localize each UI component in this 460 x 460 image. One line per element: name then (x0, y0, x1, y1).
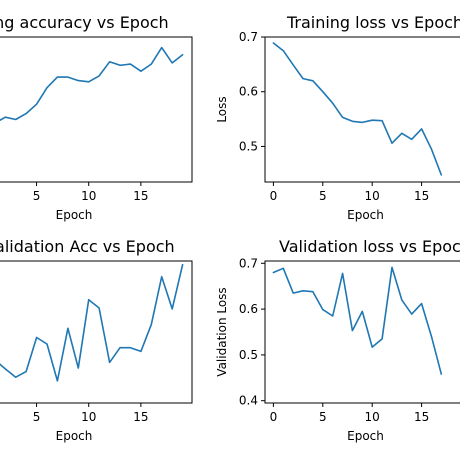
y-tick-label: 0.6 (239, 85, 258, 99)
training-accuracy-chart: 5 10 15 Training accuracy vs Epoch Epoch (0, 13, 193, 222)
x-tick-label: 15 (133, 189, 148, 203)
axes-frame (0, 36, 193, 183)
x-tick-label: 0 (270, 410, 278, 424)
x-tick-label: 5 (33, 189, 41, 203)
y-tick-label: 0.7 (239, 256, 258, 270)
training-loss-chart: 0 5 10 15 0.5 0.6 0.7 Training loss vs Epoch Epo… (215, 13, 460, 222)
x-axis-label: Epoch (56, 429, 93, 443)
x-tick-label: 15 (414, 189, 429, 203)
x-tick-label: 5 (33, 410, 41, 424)
axes-frame (264, 260, 460, 404)
x-axis-label: Epoch (56, 208, 93, 222)
chart-title: Training accuracy vs Epoch (0, 13, 169, 32)
y-tick-label: 0.7 (239, 30, 258, 44)
x-tick-label: 10 (81, 189, 96, 203)
y-tick-label: 0.4 (239, 394, 258, 408)
x-tick-label: 10 (365, 410, 380, 424)
series-line (0, 263, 184, 382)
x-tick-label: 10 (81, 410, 96, 424)
x-tick-label: 15 (414, 410, 429, 424)
x-tick-label: 0 (270, 189, 278, 203)
chart-title: Validation loss vs Epoch (279, 237, 460, 256)
validation-loss-chart: 0 5 10 15 0.4 0.5 0.6 0.7 Validation loss vs Epo… (215, 237, 460, 443)
series-line (272, 266, 443, 375)
chart-title: Training loss vs Epoch (286, 13, 460, 32)
y-tick-label: 0.5 (239, 139, 258, 153)
series-line (272, 42, 443, 176)
y-axis-label: Loss (215, 96, 229, 122)
y-tick-label: 0.6 (239, 302, 258, 316)
y-tick-label: 0.5 (239, 348, 258, 362)
x-axis-label: Epoch (347, 208, 384, 222)
axes-frame (0, 260, 193, 404)
x-tick-label: 10 (365, 189, 380, 203)
x-tick-label: 5 (319, 189, 327, 203)
y-axis-label: Validation Loss (215, 287, 229, 376)
x-tick-label: 15 (133, 410, 148, 424)
axes-frame (264, 36, 460, 183)
validation-accuracy-chart: 5 10 15 Validation Acc vs Epoch Epoch (0, 237, 193, 443)
x-axis-label: Epoch (347, 429, 384, 443)
x-tick-label: 5 (319, 410, 327, 424)
series-line (0, 46, 184, 122)
chart-title: Validation Acc vs Epoch (0, 237, 175, 256)
